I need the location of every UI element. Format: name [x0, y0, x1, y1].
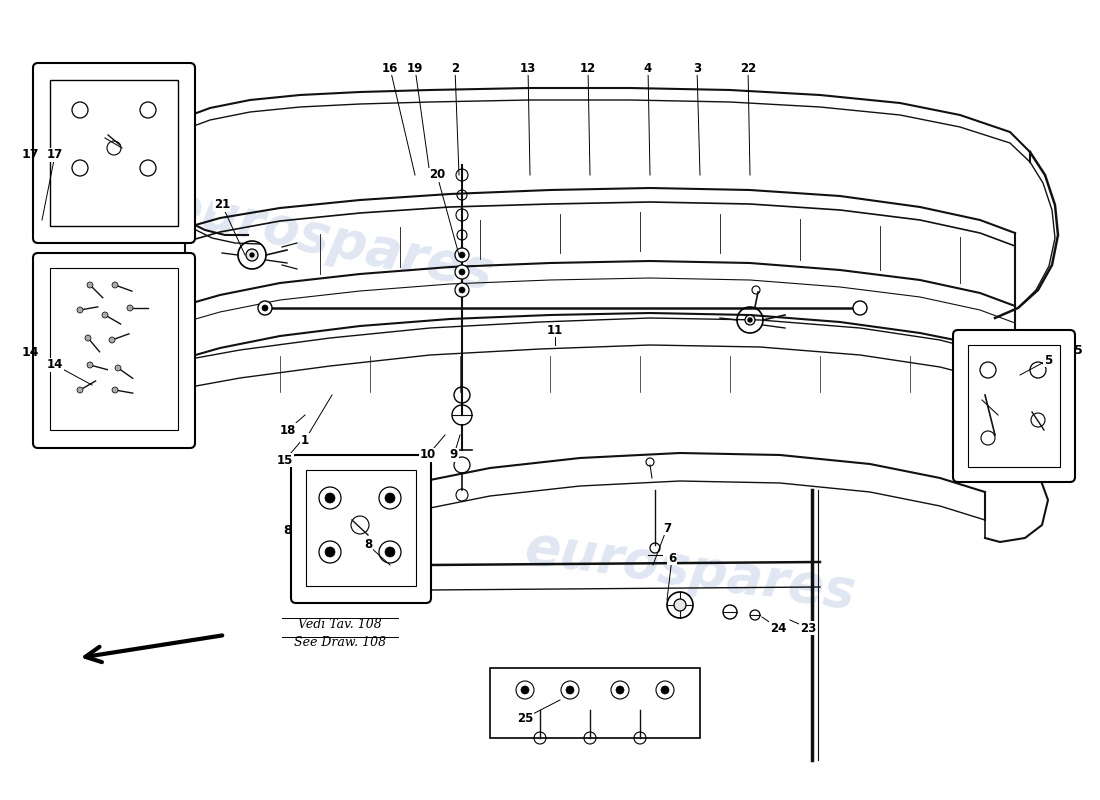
Circle shape — [112, 387, 118, 393]
Text: 8: 8 — [364, 538, 372, 551]
Circle shape — [109, 337, 116, 343]
Circle shape — [455, 265, 469, 279]
Circle shape — [674, 599, 686, 611]
FancyBboxPatch shape — [953, 330, 1075, 482]
Text: 16: 16 — [382, 62, 398, 74]
Text: 21: 21 — [213, 198, 230, 211]
Circle shape — [745, 315, 755, 325]
Text: 13: 13 — [520, 62, 536, 74]
Circle shape — [87, 282, 94, 288]
Text: 17: 17 — [47, 149, 63, 162]
Circle shape — [85, 335, 91, 341]
Circle shape — [250, 253, 254, 257]
Text: 24: 24 — [770, 622, 786, 634]
Text: eurospares: eurospares — [162, 180, 498, 300]
Circle shape — [77, 387, 82, 393]
Bar — [50, 268, 178, 430]
FancyBboxPatch shape — [33, 63, 195, 243]
Text: 25: 25 — [517, 711, 534, 725]
Circle shape — [521, 686, 529, 694]
Text: See Draw. 108: See Draw. 108 — [294, 637, 386, 650]
Circle shape — [385, 547, 395, 557]
Text: 23: 23 — [800, 622, 816, 634]
Circle shape — [246, 249, 258, 261]
Circle shape — [459, 287, 465, 293]
Circle shape — [455, 248, 469, 262]
Circle shape — [112, 282, 118, 288]
FancyBboxPatch shape — [292, 455, 431, 603]
Circle shape — [324, 493, 336, 503]
Text: 22: 22 — [740, 62, 756, 74]
Text: 11: 11 — [547, 323, 563, 337]
Text: 12: 12 — [580, 62, 596, 74]
Circle shape — [385, 493, 395, 503]
Text: 14: 14 — [21, 346, 38, 358]
Circle shape — [324, 547, 336, 557]
Circle shape — [87, 362, 94, 368]
Text: Vedi Tav. 108: Vedi Tav. 108 — [298, 618, 382, 631]
Circle shape — [126, 305, 133, 311]
Text: 15: 15 — [277, 454, 294, 466]
Text: 17: 17 — [21, 149, 38, 162]
Circle shape — [258, 301, 272, 315]
Circle shape — [459, 269, 465, 275]
Circle shape — [616, 686, 624, 694]
Text: 7: 7 — [663, 522, 671, 534]
Text: 5: 5 — [1074, 343, 1082, 357]
Text: 3: 3 — [693, 62, 701, 74]
Text: 19: 19 — [407, 62, 424, 74]
Bar — [968, 345, 1060, 467]
Circle shape — [566, 686, 574, 694]
Circle shape — [852, 301, 867, 315]
Text: 8: 8 — [284, 523, 293, 537]
Circle shape — [102, 312, 108, 318]
Text: 18: 18 — [279, 423, 296, 437]
Text: 14: 14 — [47, 358, 63, 371]
Text: 20: 20 — [429, 169, 446, 182]
Text: 6: 6 — [668, 551, 676, 565]
Bar — [306, 470, 416, 586]
Circle shape — [455, 283, 469, 297]
Polygon shape — [490, 668, 700, 738]
Circle shape — [661, 686, 669, 694]
Text: 1: 1 — [301, 434, 309, 446]
Circle shape — [459, 252, 465, 258]
Circle shape — [116, 365, 121, 371]
Text: 2: 2 — [451, 62, 459, 74]
Text: 4: 4 — [644, 62, 652, 74]
Text: eurospares: eurospares — [521, 521, 859, 619]
FancyBboxPatch shape — [33, 253, 195, 448]
Text: 9: 9 — [450, 449, 458, 462]
Text: 10: 10 — [420, 449, 436, 462]
Circle shape — [748, 318, 752, 322]
Circle shape — [77, 307, 82, 313]
Text: 5: 5 — [1044, 354, 1052, 366]
Circle shape — [262, 305, 268, 311]
Bar — [50, 80, 178, 226]
